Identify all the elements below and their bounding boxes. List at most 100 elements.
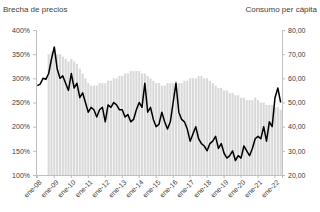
y-tick-mark <box>33 54 36 55</box>
x-tick-label: ene-17 <box>175 178 195 198</box>
y2-tick-label: 60,00 <box>288 75 306 82</box>
y-tick-label: 350% <box>12 51 30 58</box>
x-tick-mark <box>241 175 242 178</box>
y2-tick: 20,00 <box>282 172 306 179</box>
bar <box>158 83 160 175</box>
y2-tick-mark <box>282 151 285 152</box>
x-axis: ene-08ene-09ene-10ene-11ene-12ene-13ene-… <box>22 175 282 199</box>
x-tick-label: ene-19 <box>209 178 229 198</box>
y-tick-label: 300% <box>12 75 30 82</box>
bar <box>155 83 157 175</box>
bar <box>135 71 137 175</box>
bar <box>76 64 78 175</box>
x-tick-mark <box>207 175 208 178</box>
bar <box>254 98 256 175</box>
x-tick-mark <box>105 175 106 178</box>
y-tick: 300% <box>12 75 36 82</box>
y-tick-mark <box>33 127 36 128</box>
y2-axis-line <box>283 31 286 176</box>
bar <box>149 78 151 175</box>
y-tick: 400% <box>12 27 36 34</box>
bar <box>124 74 126 176</box>
bar <box>223 90 225 175</box>
bar <box>200 76 202 175</box>
x-tick-label: ene-20 <box>226 178 246 198</box>
x-axis-line <box>37 176 283 179</box>
bar <box>84 78 86 175</box>
bar <box>93 86 95 175</box>
bar <box>234 95 236 175</box>
bar <box>82 74 84 176</box>
bar <box>263 103 265 176</box>
bar <box>161 86 163 175</box>
x-tick-mark <box>71 175 72 178</box>
y2-tick-mark <box>282 103 285 104</box>
bar <box>251 100 253 175</box>
line <box>37 47 280 161</box>
y2-axis-title: Consumo per cápita <box>245 5 317 14</box>
y2-tick-label: 80,00 <box>288 27 306 34</box>
bar <box>248 100 250 175</box>
x-tick-label: ene-16 <box>158 178 178 198</box>
y2-tick-mark <box>282 30 285 31</box>
x-tick-label: ene-13 <box>107 178 127 198</box>
bar <box>62 57 64 175</box>
bar <box>127 74 129 176</box>
y2-axis: 20,0030,0040,0050,0060,0070,0080,00 <box>282 27 306 179</box>
bar <box>130 71 132 175</box>
x-tick-label: ene-09 <box>39 178 59 198</box>
y-tick-mark <box>33 30 36 31</box>
y-tick-mark <box>33 78 36 79</box>
bar <box>152 81 154 175</box>
bar <box>217 88 219 175</box>
x-tick-mark <box>54 175 55 178</box>
x-tick-mark <box>173 175 174 178</box>
bar <box>121 76 123 175</box>
x-tick-mark <box>122 175 123 178</box>
x-tick-mark <box>190 175 191 178</box>
y2-tick-mark <box>282 54 285 55</box>
y2-tick-label: 20,00 <box>288 172 306 179</box>
x-tick-mark <box>88 175 89 178</box>
y2-tick: 50,00 <box>282 99 306 106</box>
x-tick-label: ene-10 <box>56 178 76 198</box>
x-tick-mark <box>139 175 140 178</box>
y-axis-title: Brecha de precios <box>3 5 67 14</box>
bar <box>215 86 217 175</box>
y-tick-label: 250% <box>12 99 30 106</box>
bar <box>118 76 120 175</box>
y-tick-label: 200% <box>12 123 30 130</box>
y-tick: 100% <box>12 172 36 179</box>
bar <box>50 52 52 175</box>
y2-tick-label: 50,00 <box>288 99 306 106</box>
y-tick: 200% <box>12 123 36 130</box>
bar <box>104 83 106 175</box>
bar <box>90 86 92 175</box>
bar <box>116 78 118 175</box>
y-tick-label: 150% <box>12 148 30 155</box>
x-tick-label: ene-14 <box>124 178 144 198</box>
x-tick: ene-22 <box>260 175 280 199</box>
x-tick-label: ene-08 <box>22 178 42 198</box>
x-tick-mark <box>274 175 275 178</box>
bar <box>96 86 98 175</box>
bar <box>203 78 205 175</box>
bar <box>181 83 183 175</box>
y2-tick: 60,00 <box>282 75 306 82</box>
y2-tick-label: 30,00 <box>288 148 306 155</box>
bar <box>231 93 233 175</box>
y-tick-mark <box>33 175 36 176</box>
y-axis-line <box>33 31 37 176</box>
bar <box>101 83 103 175</box>
bar <box>138 71 140 175</box>
bar <box>147 76 149 175</box>
bar <box>268 105 270 175</box>
bar <box>229 93 231 175</box>
bar <box>240 98 242 175</box>
bar <box>209 81 211 175</box>
bar <box>212 83 214 175</box>
bar <box>206 78 208 175</box>
bar <box>189 78 191 175</box>
bar <box>280 110 282 175</box>
y2-tick: 30,00 <box>282 148 306 155</box>
